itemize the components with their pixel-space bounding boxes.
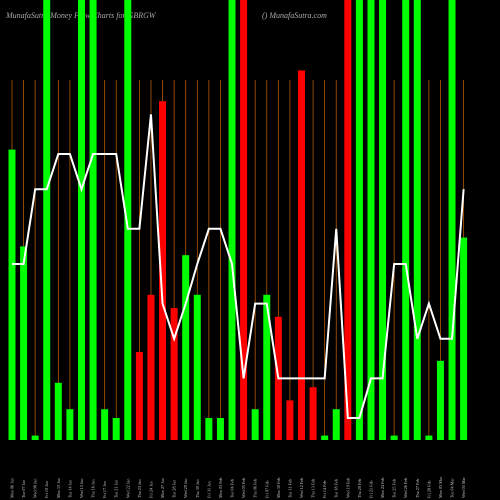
x-tick-label: Wed 12 Feb [299,478,304,498]
x-tick-label: Mon 13 Jan [56,477,61,498]
bar [135,352,143,440]
bar [355,0,363,440]
bar [101,409,109,440]
bar [286,400,294,440]
x-tick-label: Thu 23 Jan [137,478,142,498]
x-tick-label: Wed 15 Jan [79,478,84,498]
bar [66,409,74,440]
bar [216,418,224,440]
bar [124,0,132,440]
x-tick-label: Tue 11 Feb [287,479,292,498]
x-tick-label: Wed 26 Feb [403,478,408,498]
x-tick-label: Fri 14 Feb [322,481,327,498]
bar [147,294,155,440]
bar [425,435,433,440]
money-flow-line [12,114,465,419]
bar [309,387,317,440]
x-tick-label: Thu 13 Feb [311,479,316,498]
x-tick-label: Fri 10 Jan [44,480,49,498]
bar [448,0,456,440]
x-tick-label: Wed 19 Feb [345,478,350,498]
x-tick-label: Mon 24 Feb [380,478,385,498]
bar [159,101,167,440]
x-tick-label: Mon 03 Mar [438,476,443,498]
x-tick-label: Wed 29 Jan [183,478,188,498]
x-tick-label: Wed 22 Jan [125,478,130,498]
bar [170,308,178,440]
bar [240,0,248,440]
bar [263,294,271,440]
x-tick-label: Fri 21 Feb [368,481,373,498]
x-tick-label: Fri 17 Jan [102,480,107,498]
bar [193,294,201,440]
bar [54,382,62,440]
bar [77,0,85,440]
x-tick-label: Mon 03 Feb [218,478,223,498]
x-tick-label: Mon 27 Jan [160,477,165,498]
x-tick-label: Tue 04 Feb [230,479,235,498]
x-tick-label: Thu 16 Jan [91,478,96,498]
bar [413,0,421,440]
x-tick-label: Tue 18 Feb [334,479,339,498]
bar [8,149,16,440]
bar [390,435,398,440]
bar [251,409,259,440]
x-tick-label: Thu 20 Feb [357,479,362,498]
x-tick-label: Mon 10 Feb [276,478,281,498]
bar [298,70,305,441]
bar [43,0,51,440]
bar [367,0,375,440]
bar [436,360,444,440]
x-tick-label: Wed 08 Jan [33,478,38,498]
x-tick-label: Wed 05 Feb [241,478,246,498]
x-tick-label: Tue 25 Feb [392,479,397,498]
x-tick-label: Tue 28 Jan [172,479,177,498]
bar [332,409,340,440]
bar [112,418,120,440]
x-tick-label: Wed 05 Mar [461,477,466,498]
bar [228,0,236,440]
bar [379,0,387,440]
bar [344,0,352,440]
x-tick-label: Tue 04 Mar [450,478,455,498]
x-tick-label: Tue 07 Jan [21,479,26,498]
bar [402,0,410,440]
bar [205,418,213,440]
x-tick-label: Tue 14 Jan [67,479,72,498]
bar [89,0,97,440]
chart-subtitle: () MunafaSutra.com [262,11,327,20]
bar [182,255,190,440]
bar [321,435,329,440]
bar [20,246,28,440]
x-tick-label: Fri 24 Jan [148,480,153,498]
x-tick-label: Fri 07 Feb [264,481,269,498]
x-tick-label: Thu 30 Jan [195,478,200,498]
x-tick-label: Fri 28 Feb [426,481,431,498]
bar [460,237,468,440]
x-tick-label: Mon 06 Jan [10,477,15,498]
x-tick-label: Tue 21 Jan [114,479,119,498]
x-tick-label: Thu 27 Feb [415,479,420,498]
bar [31,435,39,440]
x-tick-label: Fri 31 Jan [206,480,211,498]
x-tick-label: Thu 06 Feb [253,479,258,498]
